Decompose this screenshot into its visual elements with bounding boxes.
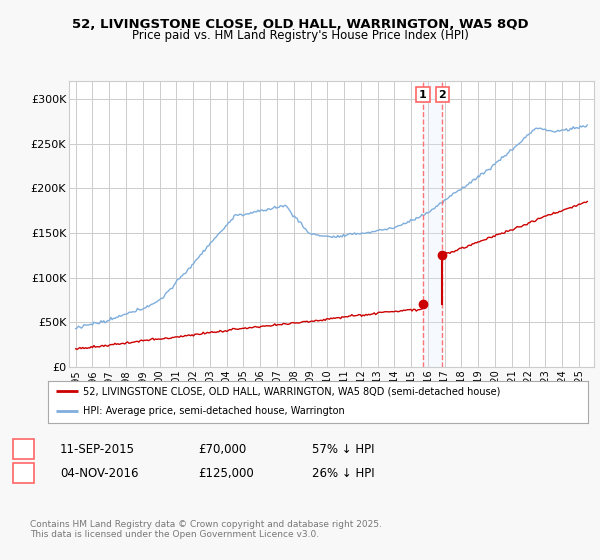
Text: 52, LIVINGSTONE CLOSE, OLD HALL, WARRINGTON, WA5 8QD: 52, LIVINGSTONE CLOSE, OLD HALL, WARRING… bbox=[71, 18, 529, 31]
Text: 11-SEP-2015: 11-SEP-2015 bbox=[60, 442, 135, 456]
Text: 04-NOV-2016: 04-NOV-2016 bbox=[60, 466, 139, 480]
Text: 2: 2 bbox=[439, 90, 446, 100]
Text: 1: 1 bbox=[20, 442, 28, 456]
Text: Price paid vs. HM Land Registry's House Price Index (HPI): Price paid vs. HM Land Registry's House … bbox=[131, 29, 469, 42]
Text: 57% ↓ HPI: 57% ↓ HPI bbox=[312, 442, 374, 456]
Text: 26% ↓ HPI: 26% ↓ HPI bbox=[312, 466, 374, 480]
Text: 2: 2 bbox=[20, 466, 28, 480]
Bar bbox=[423, 81, 442, 367]
Text: £125,000: £125,000 bbox=[198, 466, 254, 480]
Text: 1: 1 bbox=[419, 90, 427, 100]
Text: £70,000: £70,000 bbox=[198, 442, 246, 456]
Text: HPI: Average price, semi-detached house, Warrington: HPI: Average price, semi-detached house,… bbox=[83, 406, 345, 416]
Text: 52, LIVINGSTONE CLOSE, OLD HALL, WARRINGTON, WA5 8QD (semi-detached house): 52, LIVINGSTONE CLOSE, OLD HALL, WARRING… bbox=[83, 386, 500, 396]
Text: Contains HM Land Registry data © Crown copyright and database right 2025.
This d: Contains HM Land Registry data © Crown c… bbox=[30, 520, 382, 539]
